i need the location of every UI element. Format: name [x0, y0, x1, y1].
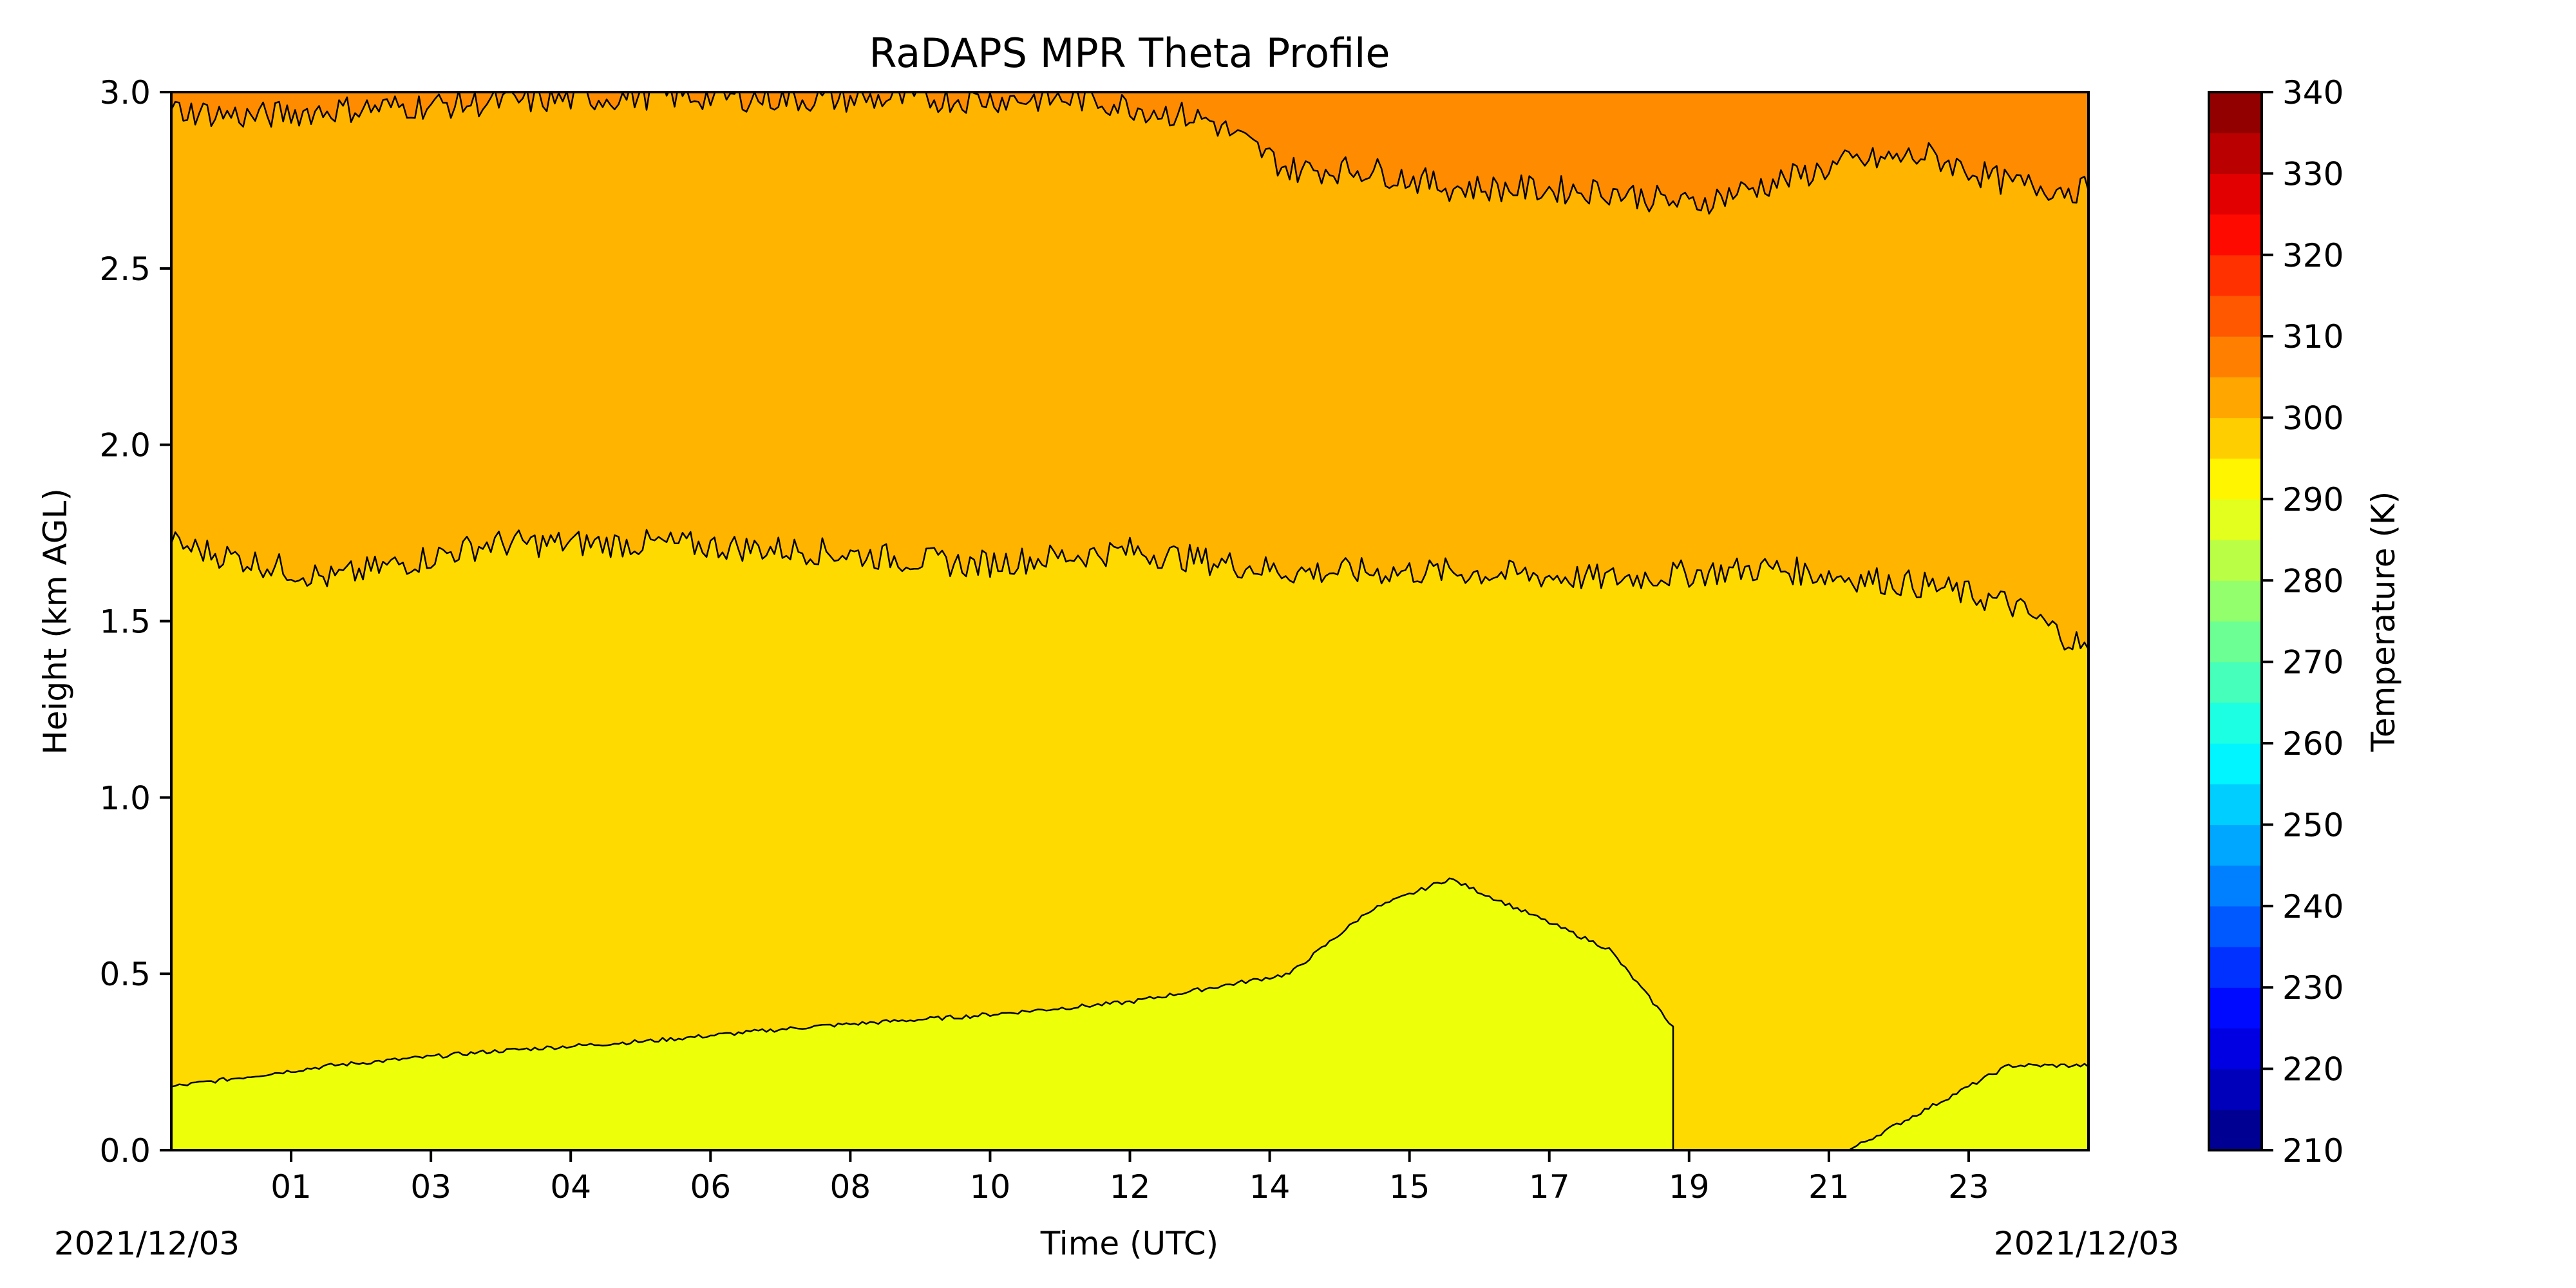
colorbar-band — [2209, 784, 2262, 826]
y-tick-label: 0.5 — [99, 956, 151, 993]
colorbar-band — [2209, 417, 2262, 459]
x-tick-label: 17 — [1529, 1168, 1570, 1206]
colorbar-tick-label: 240 — [2282, 888, 2344, 925]
colorbar-band — [2209, 947, 2262, 988]
colorbar-band — [2209, 824, 2262, 866]
x-tick-label: 01 — [270, 1168, 312, 1206]
plot-area — [171, 92, 2088, 1150]
colorbar-tick-label: 330 — [2282, 155, 2344, 193]
contour-region-290-295 — [1848, 1063, 2088, 1150]
x-tick-label: 10 — [970, 1168, 1011, 1206]
colorbar-label: Temperature (K) — [2365, 491, 2402, 752]
colorbar-tick-label: 280 — [2282, 562, 2344, 600]
x-tick-label: 03 — [410, 1168, 451, 1206]
colorbar-band — [2209, 214, 2262, 256]
colorbar-band — [2209, 621, 2262, 663]
colorbar-band — [2209, 540, 2262, 581]
x-axis-label: Time (UTC) — [1040, 1225, 1218, 1262]
colorbar-band — [2209, 254, 2262, 296]
start-date-label: 2021/12/03 — [54, 1225, 240, 1262]
y-tick-label: 3.0 — [99, 74, 151, 111]
colorbar-tick-label: 270 — [2282, 644, 2344, 681]
colorbar — [2209, 92, 2262, 1151]
y-tick-label: 1.0 — [99, 779, 151, 817]
colorbar-band — [2209, 295, 2262, 337]
colorbar-band — [2209, 92, 2262, 133]
colorbar-band — [2209, 580, 2262, 622]
colorbar-tick-label: 220 — [2282, 1051, 2344, 1088]
colorbar-band — [2209, 661, 2262, 703]
contour-region-300-305 — [171, 92, 2088, 651]
chart-title: RaDAPS MPR Theta Profile — [869, 30, 1390, 77]
colorbar-tick-label: 320 — [2282, 237, 2344, 274]
colorbar-band — [2209, 1109, 2262, 1151]
colorbar-tick-label: 230 — [2282, 969, 2344, 1007]
colorbar-band — [2209, 458, 2262, 500]
colorbar-band — [2209, 133, 2262, 174]
y-axis-label: Height (km AGL) — [37, 488, 74, 755]
colorbar-frame — [2208, 91, 2263, 1151]
contour-region-290-295 — [171, 877, 1674, 1150]
colorbar-tick-label: 300 — [2282, 400, 2344, 437]
y-tick-label: 2.0 — [99, 427, 151, 464]
x-tick-label: 04 — [550, 1168, 591, 1206]
colorbar-ticks: 210 220 230 240 250 260 270 280 290 300 310 320 330 3… — [2262, 74, 2344, 1170]
colorbar-band — [2209, 702, 2262, 744]
colorbar-tick-label: 210 — [2282, 1132, 2344, 1170]
end-date-label: 2021/12/03 — [1994, 1225, 2179, 1262]
x-tick-label: 08 — [830, 1168, 871, 1206]
x-tick-label: 15 — [1389, 1168, 1430, 1206]
colorbar-tick-label: 340 — [2282, 74, 2344, 111]
contour-region-305-310 — [171, 92, 2088, 215]
x-tick-label: 14 — [1249, 1168, 1291, 1206]
colorbar-band — [2209, 987, 2262, 1029]
colorbar-tick-label: 290 — [2282, 481, 2344, 518]
colorbar-band — [2209, 1068, 2262, 1110]
colorbar-band — [2209, 1028, 2262, 1070]
y-tick-label: 1.5 — [99, 603, 151, 641]
colorbar-tick-label: 250 — [2282, 806, 2344, 844]
colorbar-band — [2209, 865, 2262, 907]
x-axis-ticks: 01 03 04 06 08 10 12 14 15 17 19 21 23 — [270, 1150, 1989, 1206]
contour-layer — [171, 92, 2088, 1150]
colorbar-band — [2209, 743, 2262, 784]
colorbar-band — [2209, 173, 2262, 215]
x-tick-label: 06 — [690, 1168, 731, 1206]
colorbar-band — [2209, 498, 2262, 540]
colorbar-band — [2209, 336, 2262, 377]
x-tick-label: 12 — [1110, 1168, 1151, 1206]
x-tick-label: 23 — [1948, 1168, 1989, 1206]
x-tick-label: 21 — [1808, 1168, 1850, 1206]
y-tick-label: 0.0 — [99, 1132, 151, 1170]
y-axis-ticks: 0.0 0.5 1.0 1.5 2.0 2.5 3.0 — [99, 74, 171, 1170]
y-tick-label: 2.5 — [99, 251, 151, 288]
colorbar-band — [2209, 377, 2262, 419]
colorbar-tick-label: 310 — [2282, 318, 2344, 355]
x-tick-label: 19 — [1669, 1168, 1710, 1206]
colorbar-tick-label: 260 — [2282, 725, 2344, 762]
colorbar-band — [2209, 905, 2262, 947]
